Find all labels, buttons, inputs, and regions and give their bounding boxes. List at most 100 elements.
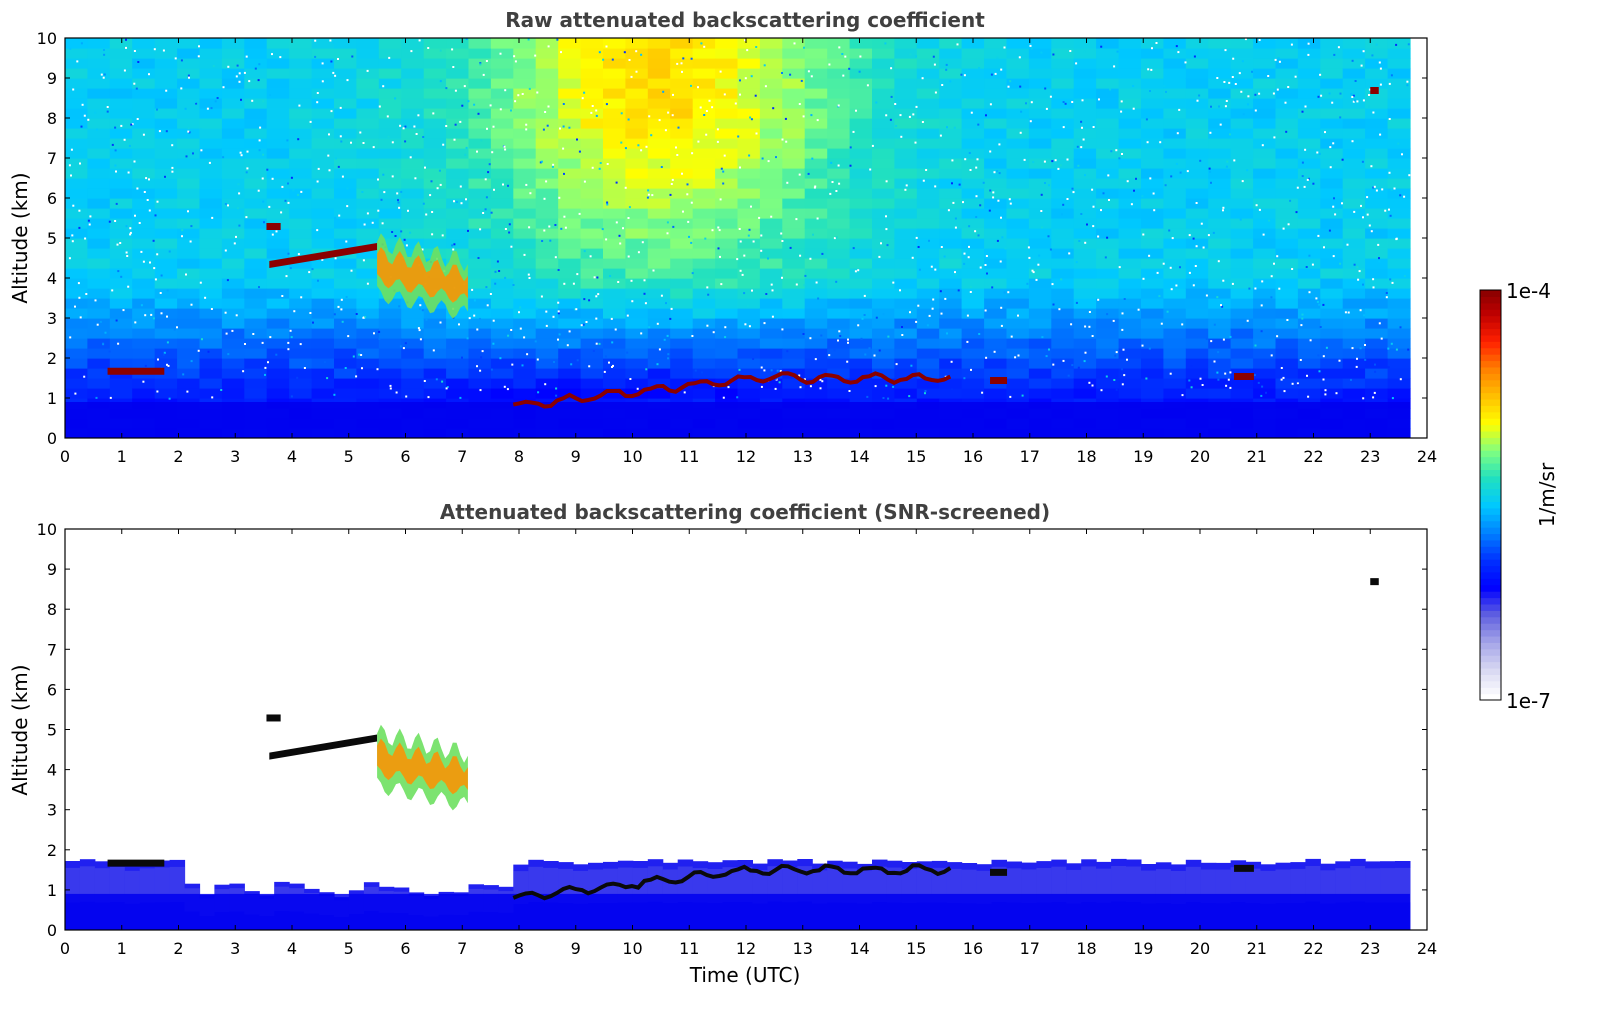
backscatter-cell [177,368,201,379]
backscatter-cell [603,288,626,299]
backscatter-cell [1163,358,1187,369]
backscatter-cell [715,108,739,119]
backscatter-cell [1141,38,1164,49]
backscatter-cell [759,338,783,349]
noise-speck [711,229,714,232]
backscatter-cell [1320,298,1344,309]
backscatter-cell [513,68,537,79]
noise-speck [1385,296,1388,299]
noise-speck [1267,75,1270,77]
noise-speck [1084,241,1087,244]
backscatter-cell [961,228,985,239]
backscatter-cell [1230,48,1254,59]
backscatter-cell [1163,238,1187,249]
backscatter-cell [87,368,111,379]
noise-speck [739,240,742,243]
backscatter-cell [311,338,335,349]
backscatter-cell [625,68,649,79]
noise-speck [103,53,106,56]
noise-speck [419,307,421,310]
raw-panel-title: Raw attenuated backscattering coefficien… [505,8,985,32]
backscatter-cell [1320,258,1344,269]
colorbar-step [1480,501,1501,509]
colorbar-step [1480,360,1501,368]
backscatter-cell [1141,158,1164,169]
backscatter-cell [1253,238,1277,249]
noise-speck [878,349,881,352]
noise-speck [645,368,648,371]
backscatter-cell [797,866,813,902]
backscatter-cell [109,338,133,349]
noise-speck [419,338,422,341]
noise-speck [1193,55,1196,58]
backscatter-cell [603,158,626,169]
backscatter-cell [289,358,313,369]
backscatter-cell [513,308,537,319]
backscatter-cell [468,148,492,159]
backscatter-cell [1118,98,1142,109]
noise-speck [1331,101,1334,104]
backscatter-cell [1342,238,1366,249]
backscatter-cell [1141,48,1164,59]
noise-speck [1177,51,1180,54]
backscatter-cell [603,178,626,189]
backscatter-cell [87,338,111,349]
backscatter-cell [625,58,649,69]
noise-speck [645,145,648,148]
noise-speck [875,101,878,104]
backscatter-cell [154,867,171,903]
backscatter-cell [199,68,223,79]
backscatter-cell [356,108,380,119]
backscatter-cell [1297,268,1321,279]
noise-speck [1388,206,1391,209]
backscatter-cell [1006,308,1030,319]
noise-speck [87,219,90,222]
noise-speck [997,199,1000,202]
backscatter-cell [1253,58,1277,69]
noise-speck [761,157,764,160]
colorbar-step [1480,514,1501,522]
noise-speck [857,324,860,327]
noise-speck [664,129,667,132]
backscatter-cell [916,158,940,169]
noise-speck [719,70,722,73]
backscatter-cell [199,158,223,169]
noise-speck [400,230,403,233]
backscatter-cell [1118,58,1142,69]
backscatter-cell [782,158,806,169]
noise-speck [455,201,458,203]
backscatter-cell [1028,278,1052,289]
backscatter-cell [1163,268,1187,279]
noise-speck [780,232,783,235]
noise-speck [1181,323,1184,326]
backscatter-cell [1297,48,1321,59]
noise-speck [149,261,151,264]
noise-speck [1282,227,1285,230]
backscatter-cell [1365,58,1389,69]
backscatter-cell [715,138,739,149]
backscatter-cell [311,188,335,199]
backscatter-cell [87,138,111,149]
backscatter-cell [1185,368,1209,379]
noise-speck [590,111,593,114]
backscatter-cell [356,308,380,319]
noise-speck [78,296,81,299]
noise-speck [1258,92,1261,95]
noise-speck [160,312,163,315]
noise-speck [555,387,558,390]
backscatter-cell [737,208,761,219]
noise-speck [743,292,746,295]
noise-speck [1407,43,1410,46]
backscatter-cell [244,168,268,179]
backscatter-cell [894,68,918,79]
backscatter-cell [1051,198,1075,209]
backscatter-cell [65,188,88,199]
noise-speck [198,45,200,48]
noise-speck [1207,234,1210,237]
noise-speck [985,114,987,117]
noise-speck [784,117,787,120]
backscatter-cell [423,138,447,149]
backscatter-cell [916,358,940,369]
noise-speck [559,127,561,130]
noise-speck [837,104,840,107]
